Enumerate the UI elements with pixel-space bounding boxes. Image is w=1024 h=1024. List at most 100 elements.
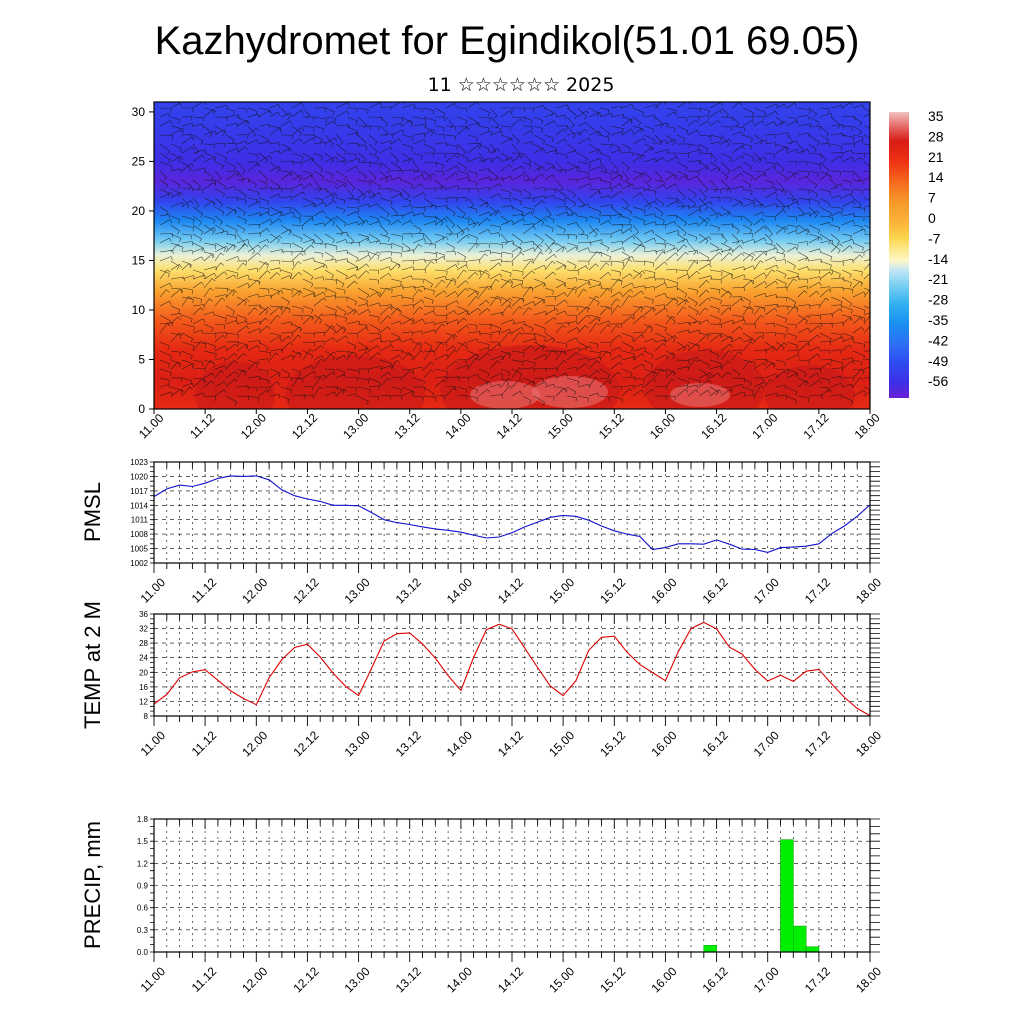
wind-barb-field <box>159 102 870 407</box>
y-tick-label: 1.2 <box>137 859 149 868</box>
y-tick-label: 1011 <box>131 516 149 525</box>
temp-panel: 8 12 16 20 24 28 32 36 11.00 11.12 12.00 12.12 13.00… <box>80 601 884 759</box>
warm-blob-core <box>532 376 608 408</box>
colorbar-label: -14 <box>928 251 948 267</box>
x-tick-label: 15.12 <box>597 964 628 995</box>
colorbar-label: 0 <box>928 210 936 226</box>
colorbar-label: -42 <box>928 332 948 348</box>
x-tick-marks <box>153 462 871 573</box>
y-tick-label: 32 <box>139 625 148 634</box>
x-tick-label: 15.00 <box>546 575 577 606</box>
x-tick-label: 17.12 <box>802 728 833 759</box>
x-tick-label: 11.12 <box>189 575 220 606</box>
colorbar-label: 35 <box>928 108 944 124</box>
y-tick-label: 28 <box>139 639 148 648</box>
y-tick-label: 0.0 <box>137 948 149 957</box>
y-tick-marks <box>150 818 880 953</box>
colorbar-scale <box>889 112 909 398</box>
x-tick-label: 12.00 <box>239 728 270 759</box>
pmsl-ylabel: PMSL <box>80 482 105 542</box>
colorbar-label: 7 <box>928 190 936 206</box>
x-tick-label: 11.12 <box>189 964 220 995</box>
colorbar-label: 28 <box>928 128 944 144</box>
x-tick-label: 16.00 <box>648 964 679 995</box>
x-tick-label: 17.12 <box>802 964 833 995</box>
y-tick-label: 1014 <box>130 501 148 510</box>
y-tick-label: 8 <box>144 712 149 721</box>
y-tick-label: 1008 <box>130 530 148 539</box>
y-tick-label: 24 <box>139 654 148 663</box>
colorbar-label: -35 <box>928 312 948 328</box>
temp-ylabel: TEMP at 2 M <box>80 601 105 729</box>
colorbar-label: -28 <box>928 292 948 308</box>
x-tick-label: 15.00 <box>546 964 577 995</box>
x-tick-label: 15.12 <box>597 728 628 759</box>
warm-blob-core <box>470 381 540 409</box>
x-tick-label: 12.00 <box>239 575 270 606</box>
x-tick-label: 17.12 <box>802 575 833 606</box>
pmsl-line <box>153 475 871 553</box>
y-tick-label: 1017 <box>130 487 148 496</box>
y-tick-label: 0 <box>138 402 145 416</box>
y-tick-label: 36 <box>139 610 148 619</box>
x-tick-label: 14.12 <box>495 575 526 606</box>
colorbar-labels: 35 28 21 14 7 0 -7 -14 -21 -28 -35 -42 -49 -56 <box>928 108 948 389</box>
y-tick-label: 0.6 <box>137 904 149 913</box>
x-tick-label: 12.00 <box>238 410 269 441</box>
y-tick-label: 30 <box>132 105 146 119</box>
precip-bar <box>792 925 807 953</box>
x-tick-label: 14.12 <box>494 410 525 441</box>
x-tick-label: 17.00 <box>749 410 780 441</box>
x-tick-label: 17.00 <box>751 575 782 606</box>
x-tick-label: 14.00 <box>444 575 475 606</box>
y-tick-label: 15 <box>132 253 146 267</box>
x-tick-label: 16.12 <box>700 575 731 606</box>
x-tick-label: 13.00 <box>342 964 373 995</box>
colorbar: 35 28 21 14 7 0 -7 -14 -21 -28 -35 -42 -49 -56 <box>889 108 948 398</box>
warm-blob <box>765 365 855 409</box>
x-tick-label: 13.12 <box>391 410 422 441</box>
x-tick-label: 14.00 <box>442 410 473 441</box>
x-tick-label: 14.00 <box>444 964 475 995</box>
x-tick-label: 13.00 <box>340 410 371 441</box>
y-tick-label: 1.8 <box>137 815 149 824</box>
y-tick-label: 16 <box>139 683 148 692</box>
y-tick-label: 5 <box>138 352 145 366</box>
x-tick-label: 11.12 <box>189 728 220 759</box>
x-tick-label: 17.00 <box>751 964 782 995</box>
x-tick-marks <box>153 819 871 962</box>
y-tick-label: 1023 <box>130 458 148 467</box>
precip-bar <box>780 839 794 953</box>
x-tick-label: 11.00 <box>138 964 169 995</box>
colorbar-label: 14 <box>928 169 944 185</box>
x-tick-label: 16.12 <box>698 410 729 441</box>
y-tick-label: 1.5 <box>137 837 149 846</box>
colorbar-label: 21 <box>928 149 944 165</box>
temp-line <box>153 621 871 717</box>
y-tick-label: 25 <box>132 154 146 168</box>
x-tick-label: 14.12 <box>495 728 526 759</box>
x-tick-label: 15.00 <box>545 410 576 441</box>
x-tick-label: 12.12 <box>290 964 321 995</box>
x-tick-label: 14.00 <box>444 728 475 759</box>
y-tick-marks <box>150 613 880 717</box>
colorbar-label: -49 <box>928 353 948 369</box>
y-tick-label: 0.3 <box>137 926 149 935</box>
x-tick-label: 15.12 <box>597 575 628 606</box>
x-tick-label: 17.00 <box>751 728 782 759</box>
x-tick-label: 12.12 <box>289 410 320 441</box>
x-tick-label: 18.00 <box>853 575 884 606</box>
precip-panel: 0.0 0.3 0.6 0.9 1.2 1.5 1.8 11.00 11.12 12.00 12.1… <box>80 815 884 995</box>
colorbar-label: -21 <box>928 271 948 287</box>
x-tick-label: 13.00 <box>342 575 373 606</box>
x-tick-label: 12.12 <box>290 728 321 759</box>
x-tick-label: 13.12 <box>393 728 424 759</box>
y-tick-label: 20 <box>132 204 146 218</box>
wind-barbs <box>159 102 870 407</box>
x-tick-label: 18.00 <box>852 410 883 441</box>
x-tick-label: 15.00 <box>546 728 577 759</box>
x-tick-label: 11.00 <box>138 728 169 759</box>
cross-section-y-axis: 0 5 10 15 20 25 30 <box>132 105 154 416</box>
